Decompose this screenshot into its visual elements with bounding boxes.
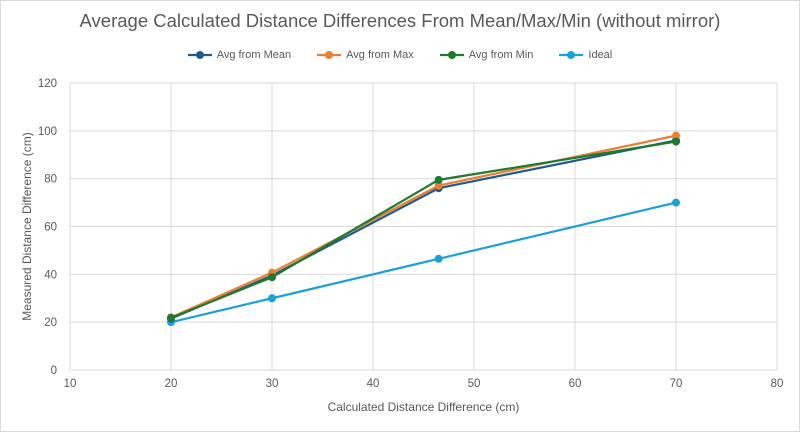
series-line-avg-from-mean bbox=[170, 139, 677, 320]
legend-item: Avg from Mean bbox=[187, 49, 292, 61]
data-point bbox=[167, 313, 175, 322]
data-point bbox=[672, 198, 680, 207]
y-tick-label: 60 bbox=[44, 222, 57, 234]
x-tick-label: 60 bbox=[569, 378, 582, 390]
x-tick-label: 20 bbox=[165, 378, 178, 390]
data-point bbox=[672, 137, 680, 146]
legend-label: Avg from Max bbox=[346, 49, 414, 61]
legend-item: Avg from Max bbox=[317, 49, 414, 61]
y-tick-label: 20 bbox=[44, 317, 57, 329]
x-tick-label: 70 bbox=[670, 378, 683, 390]
chart-title: Average Calculated Distance Differences … bbox=[79, 10, 721, 31]
data-point bbox=[672, 131, 680, 140]
legend-marker bbox=[187, 51, 212, 59]
data-point bbox=[434, 181, 443, 190]
legend-item: Avg from Min bbox=[439, 49, 534, 61]
series-line-ideal bbox=[170, 201, 677, 324]
data-point bbox=[434, 254, 443, 263]
x-axis-label: Calculated Distance Difference (cm) bbox=[328, 400, 520, 414]
series-line-avg-from-min bbox=[170, 140, 677, 319]
x-tick-label: 40 bbox=[367, 378, 380, 390]
y-tick-label: 100 bbox=[38, 126, 57, 138]
x-tick-label: 10 bbox=[64, 378, 77, 390]
legend-item: Ideal bbox=[559, 49, 612, 61]
data-point bbox=[268, 273, 276, 282]
y-tick-label: 0 bbox=[51, 365, 57, 377]
legend-marker bbox=[559, 51, 584, 59]
data-point bbox=[434, 175, 443, 184]
data-point bbox=[268, 294, 276, 303]
x-tick-label: 80 bbox=[771, 378, 784, 390]
y-tick-label: 40 bbox=[44, 269, 57, 281]
legend-label: Ideal bbox=[588, 49, 613, 61]
legend-marker bbox=[317, 51, 342, 59]
x-tick-label: 30 bbox=[266, 378, 279, 390]
legend: Avg from Mean Avg from Max Avg from Min Ide… bbox=[0, 49, 800, 61]
legend-marker bbox=[439, 51, 464, 59]
legend-label: Avg from Mean bbox=[216, 49, 292, 61]
legend-label: Avg from Min bbox=[468, 49, 534, 61]
y-axis-label: Measured Distance Difference (cm) bbox=[20, 132, 34, 321]
x-tick-label: 50 bbox=[468, 378, 481, 390]
y-tick-label: 120 bbox=[38, 78, 57, 90]
y-tick-label: 80 bbox=[44, 174, 57, 186]
